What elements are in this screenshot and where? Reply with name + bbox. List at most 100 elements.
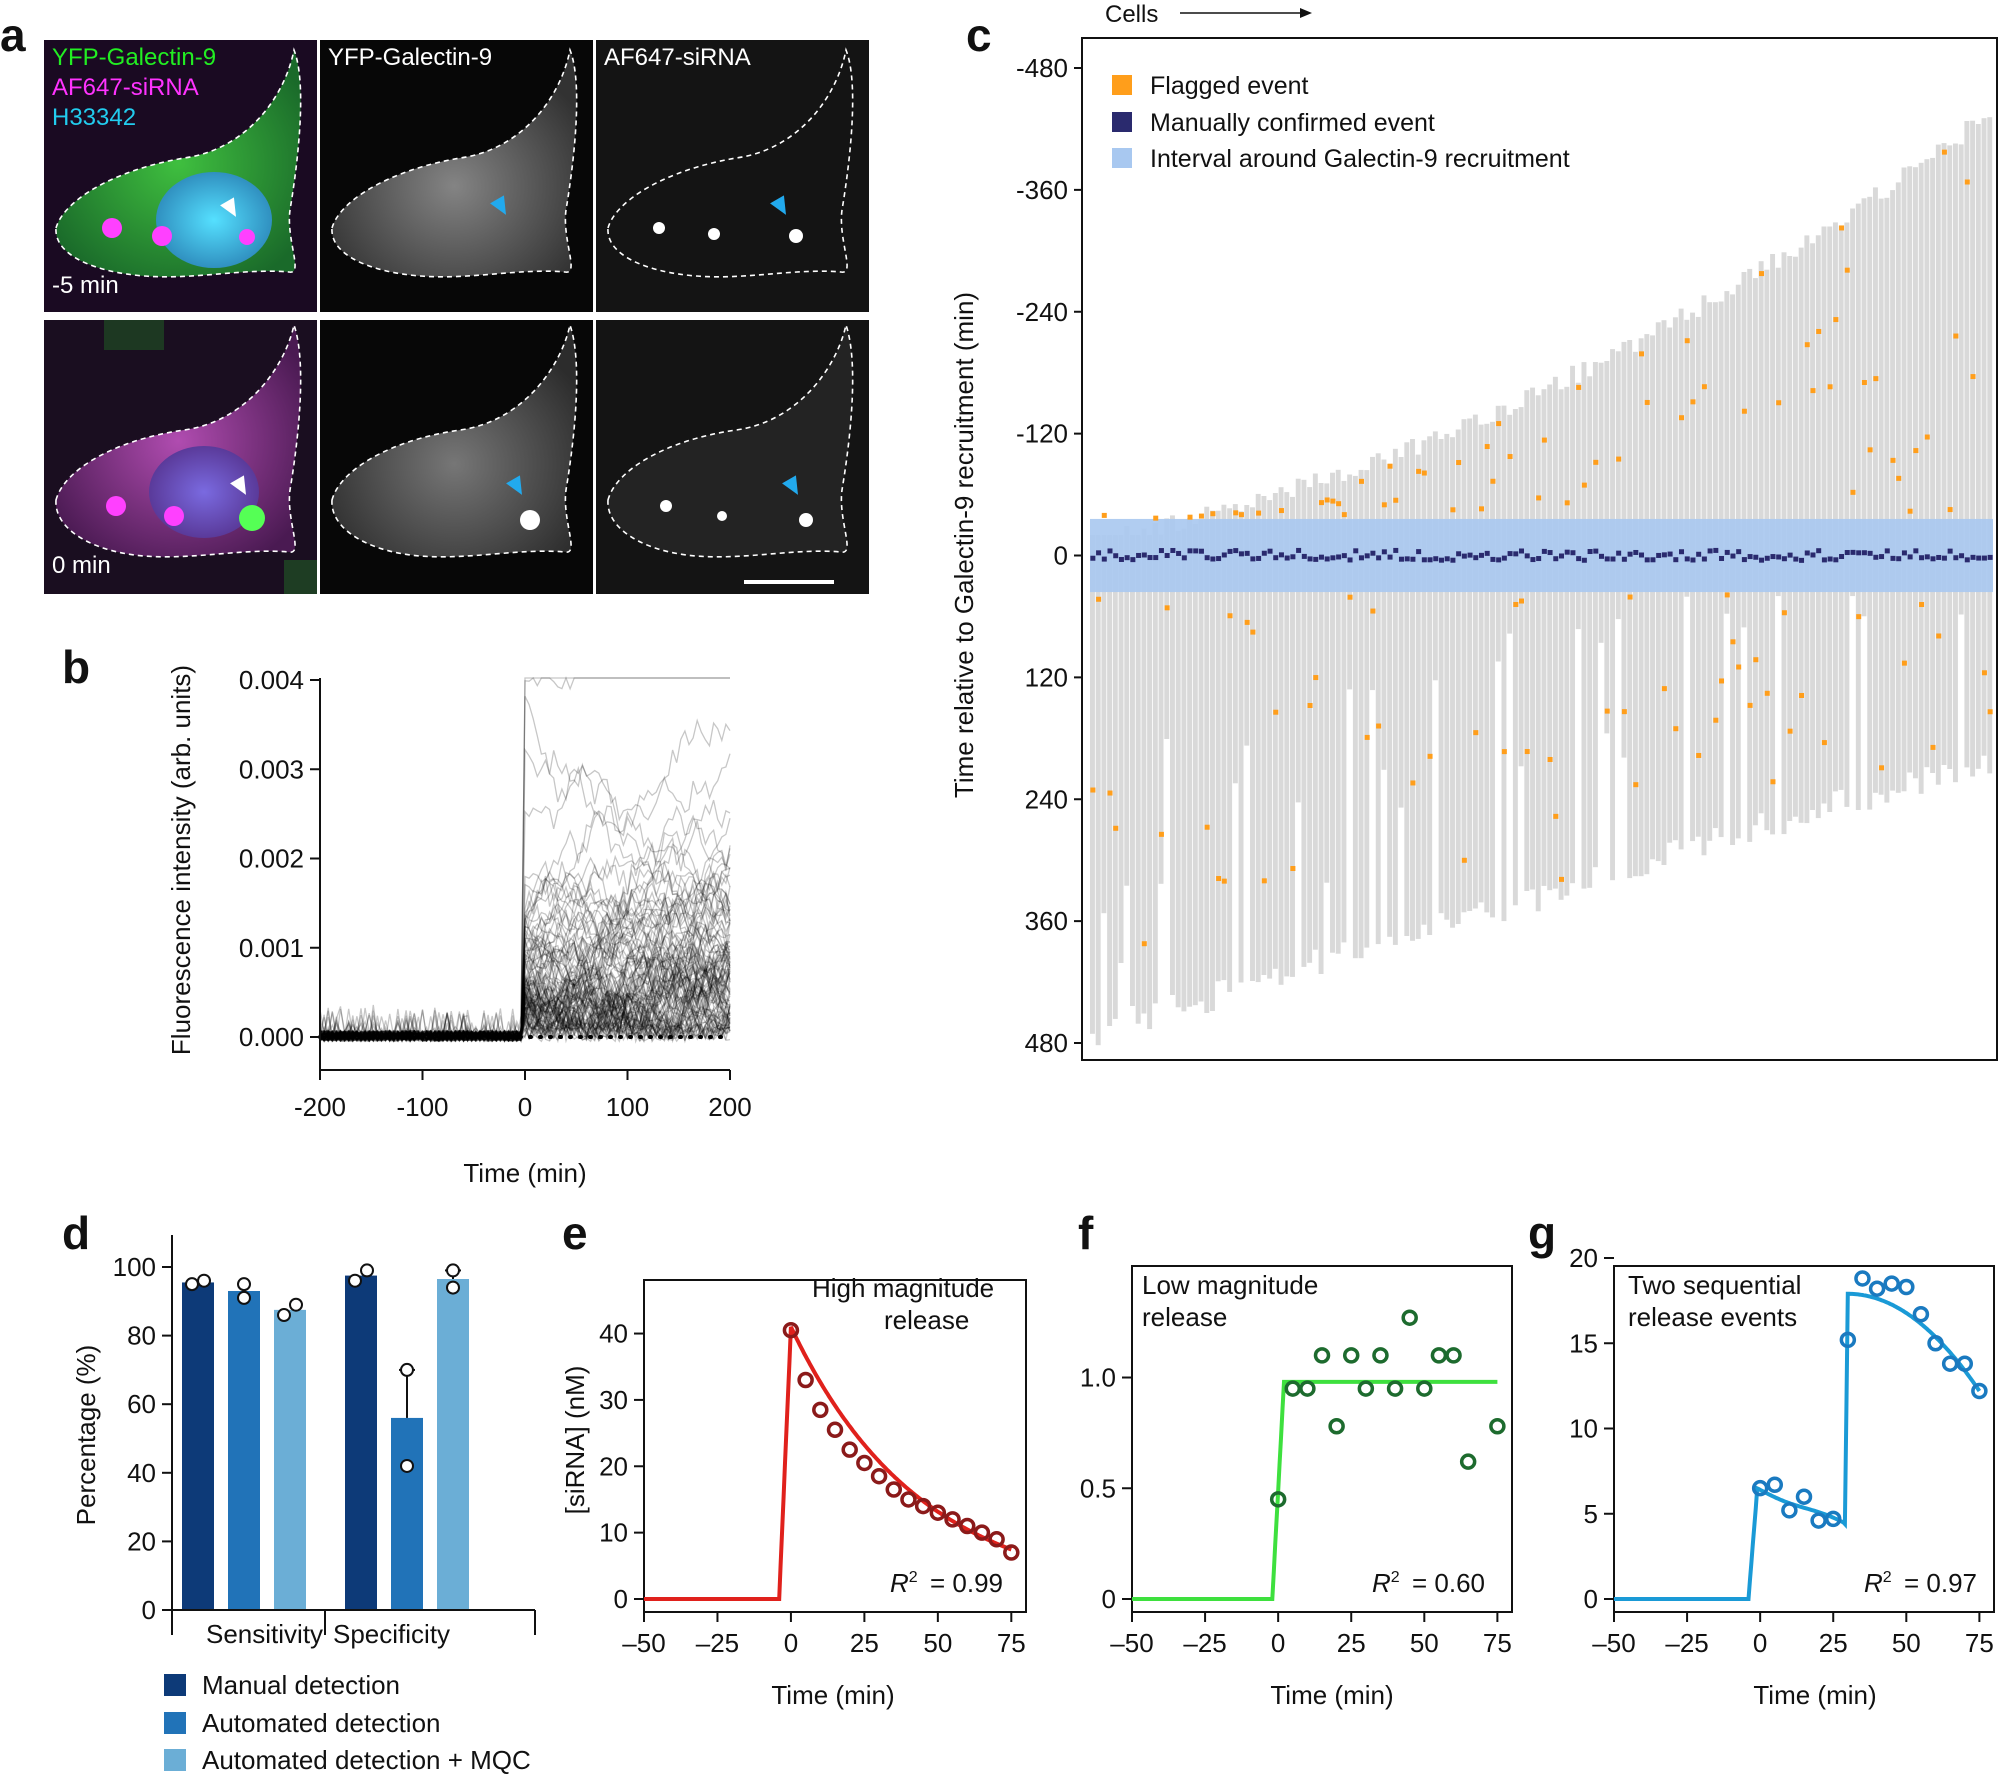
c-confirmed-event <box>1730 553 1736 559</box>
c-cell-column <box>1284 492 1290 977</box>
c-confirmed-event <box>1278 552 1284 558</box>
c-flagged-event <box>1941 149 1947 155</box>
c-flagged-event <box>1564 500 1570 506</box>
b-trace <box>319 970 731 1043</box>
b-trace <box>319 903 731 1043</box>
c-confirmed-event <box>1581 557 1587 563</box>
d-y-tick-label: 80 <box>127 1321 156 1351</box>
c-flagged-event <box>1518 598 1524 604</box>
c-confirmed-event <box>1564 549 1570 555</box>
c-legend-swatch-interval <box>1112 148 1132 168</box>
b-trace <box>319 956 731 1043</box>
e-plot-frame <box>643 1279 1027 1613</box>
c-confirmed-event <box>1764 555 1770 561</box>
panel-f-chart: 0 0.5 1.0 –50 –25 0 25 50 75 Low magnitude relea… <box>1080 1265 1513 1710</box>
b-trace <box>319 930 731 1043</box>
c-flagged-event <box>1153 515 1159 521</box>
g-r2-value: = 0.97 <box>1904 1568 1977 1598</box>
panel-letter-c: c <box>966 9 992 61</box>
e-data-point <box>856 1454 873 1472</box>
c-cell-column <box>1130 535 1135 1006</box>
c-cell-column <box>1307 487 1313 963</box>
c-confirmed-event <box>1907 554 1913 560</box>
c-flagged-event <box>1261 878 1267 884</box>
d-category-specificity: Specificity <box>333 1619 450 1649</box>
c-flagged-event <box>1507 454 1513 460</box>
g-annotation-line2: release events <box>1628 1302 1797 1332</box>
c-confirmed-event <box>1450 557 1456 563</box>
c-confirmed-event <box>1804 550 1810 556</box>
g-data-point <box>1766 1476 1784 1494</box>
d-legend-swatch-mqc <box>164 1749 186 1771</box>
c-flagged-event <box>1427 753 1433 759</box>
c-confirmed-event <box>1130 557 1136 563</box>
c-flagged-event <box>1633 782 1639 788</box>
c-flagged-event <box>1827 384 1833 390</box>
c-cell-column <box>1581 362 1587 889</box>
b-trace <box>319 947 731 1043</box>
c-legend: Flagged event Manually confirmed event I… <box>1112 72 1570 173</box>
g-x-tick-label: –50 <box>1592 1628 1635 1658</box>
f-data-point <box>1445 1347 1462 1364</box>
b-trace <box>319 944 731 1043</box>
d-legend-mqc: Automated detection + MQC <box>202 1745 531 1775</box>
c-flagged-event <box>1604 708 1610 714</box>
f-data-point <box>1416 1380 1433 1397</box>
b-trace <box>319 970 731 1043</box>
column-title-galectin: YFP-Galectin-9 <box>328 44 493 71</box>
e-r2-value: = 0.99 <box>930 1568 1003 1598</box>
c-flagged-event <box>1456 460 1462 466</box>
c-cell-column <box>1638 338 1644 877</box>
b-y-tick-label: 0.000 <box>239 1022 304 1052</box>
c-cell-column <box>1478 424 1484 903</box>
b-trace <box>319 677 730 1043</box>
c-cell-column <box>1947 145 1953 769</box>
c-confirmed-event <box>1810 552 1816 558</box>
c-confirmed-event <box>1433 556 1439 562</box>
c-cell-column <box>1175 530 1181 1008</box>
c-confirmed-event <box>1856 550 1862 556</box>
c-cell-column <box>1907 166 1913 773</box>
c-confirmed-event <box>1330 555 1336 561</box>
c-flagged-event <box>1730 639 1736 645</box>
c-flagged-event <box>1216 876 1222 882</box>
b-trace <box>319 860 731 1043</box>
c-flagged-event <box>1713 717 1719 723</box>
c-confirmed-event <box>1827 556 1833 562</box>
c-confirmed-event <box>1158 548 1164 554</box>
c-flagged-event <box>1553 813 1559 819</box>
f-data-point <box>1386 1380 1404 1397</box>
channel-label-hoechst: H33342 <box>52 104 137 131</box>
c-confirmed-event <box>1444 556 1450 562</box>
b-trace <box>319 936 731 1042</box>
d-legend-swatch-manual <box>164 1674 186 1696</box>
c-confirmed-event <box>1387 554 1393 560</box>
c-flagged-event <box>1747 702 1753 708</box>
c-cell-column <box>1872 187 1878 793</box>
e-y-tick-label: 30 <box>599 1385 628 1415</box>
c-flagged-event <box>1661 686 1667 692</box>
c-cell-column <box>1661 320 1667 865</box>
c-confirmed-event <box>1238 551 1244 557</box>
b-trace <box>319 843 731 1043</box>
c-flagged-event <box>1776 400 1782 406</box>
micrograph-merge-0: 0 min <box>44 320 317 594</box>
c-confirmed-event <box>1513 551 1519 557</box>
e-data-point <box>782 1321 800 1339</box>
d-bar <box>345 1275 377 1610</box>
c-confirmed-event <box>1478 552 1484 558</box>
b-trace <box>319 933 731 1043</box>
c-flagged-event <box>1450 507 1456 513</box>
d-y-tick-label: 60 <box>127 1389 156 1419</box>
b-trace <box>319 927 731 1043</box>
e-data-point <box>973 1524 991 1541</box>
c-confirmed-event <box>1661 552 1667 558</box>
d-legend-swatch-automated <box>164 1712 186 1734</box>
c-flagged-event <box>1364 734 1370 740</box>
c-confirmed-event <box>1930 556 1936 562</box>
c-flagged-event <box>1496 421 1502 427</box>
c-flagged-event <box>1307 702 1313 708</box>
c-confirmed-event <box>1707 548 1713 554</box>
c-confirmed-event <box>1136 552 1142 558</box>
c-flagged-event <box>1096 596 1102 602</box>
